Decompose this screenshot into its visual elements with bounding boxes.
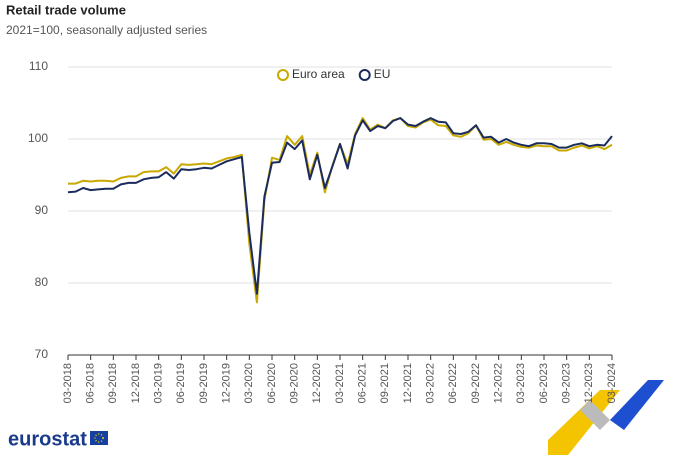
- x-tick-label: 03-2024: [606, 363, 618, 403]
- x-tick-label: 09-2022: [470, 363, 482, 403]
- x-tick-label: 12-2023: [583, 363, 595, 403]
- y-tick-label: 110: [29, 59, 48, 73]
- x-tick-label: 12-2020: [311, 363, 323, 403]
- logo-stars: [94, 433, 104, 443]
- decor: [610, 380, 664, 430]
- x-tick-label: 12-2019: [221, 363, 233, 403]
- x-tick-label: 03-2018: [62, 363, 74, 403]
- x-tick-label: 09-2023: [561, 363, 573, 403]
- decor: [548, 390, 620, 455]
- legend-marker: [358, 69, 371, 81]
- x-tick-label: 12-2021: [402, 363, 414, 403]
- x-tick-label: 06-2018: [85, 363, 97, 403]
- logo-text: eurostat: [8, 428, 87, 450]
- chart-title: Retail trade volume: [6, 2, 126, 17]
- x-tick-label: 12-2018: [130, 363, 142, 403]
- logo-flag: [90, 431, 108, 445]
- x-tick-label: 03-2023: [515, 363, 527, 403]
- x-tick-label: 06-2022: [447, 363, 459, 403]
- x-tick-label: 09-2020: [289, 363, 301, 403]
- x-tick-label: 09-2021: [379, 363, 391, 403]
- x-tick-label: 03-2021: [334, 363, 346, 403]
- x-tick-label: 06-2023: [538, 363, 550, 403]
- legend-label: EU: [374, 67, 391, 81]
- legend-label: Euro area: [292, 67, 345, 81]
- y-tick-label: 100: [28, 131, 48, 145]
- y-tick-label: 80: [35, 275, 49, 289]
- x-tick-label: 03-2022: [425, 363, 437, 403]
- legend-marker: [277, 69, 289, 81]
- x-tick-label: 09-2019: [198, 363, 210, 403]
- decor: [580, 400, 610, 430]
- x-tick-label: 06-2020: [266, 363, 278, 403]
- chart-subtitle: 2021=100, seasonally adjusted series: [6, 23, 207, 37]
- series-line: [67, 117, 613, 295]
- x-tick-label: 09-2018: [107, 363, 119, 403]
- x-tick-label: 03-2020: [243, 363, 255, 403]
- x-tick-label: 03-2019: [153, 363, 165, 403]
- x-tick-label: 12-2022: [493, 363, 505, 403]
- x-tick-label: 06-2019: [175, 363, 187, 403]
- y-tick-label: 70: [35, 347, 49, 361]
- y-tick-label: 90: [35, 203, 49, 217]
- x-tick-label: 06-2021: [357, 363, 369, 403]
